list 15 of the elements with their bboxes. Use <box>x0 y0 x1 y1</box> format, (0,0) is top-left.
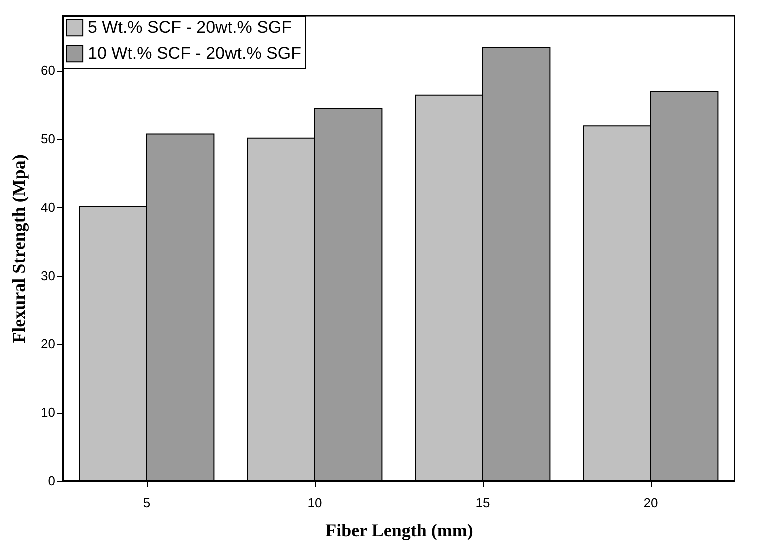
legend-label: 10 Wt.% SCF - 20wt.% SGF <box>88 44 302 63</box>
x-axis-title: Fiber Length (mm) <box>326 520 474 540</box>
y-axis-title: Flexural Strength (Mpa) <box>9 154 30 344</box>
x-tick-label: 10 <box>308 496 322 510</box>
x-tick-label: 15 <box>476 496 490 510</box>
y-tick-label: 40 <box>41 200 56 215</box>
y-tick-label: 20 <box>41 336 56 352</box>
y-tick-label: 30 <box>41 268 56 284</box>
y-tick-label: 60 <box>41 63 56 78</box>
y-tick-label: 0 <box>48 474 56 488</box>
x-tick-label: 5 <box>143 496 151 510</box>
y-tick-label: 50 <box>41 132 56 147</box>
y-tick-label: 10 <box>41 405 56 420</box>
x-tick-label: 20 <box>644 496 658 510</box>
legend-label: 5 Wt.% SCF - 20wt.% SGF <box>88 18 292 37</box>
